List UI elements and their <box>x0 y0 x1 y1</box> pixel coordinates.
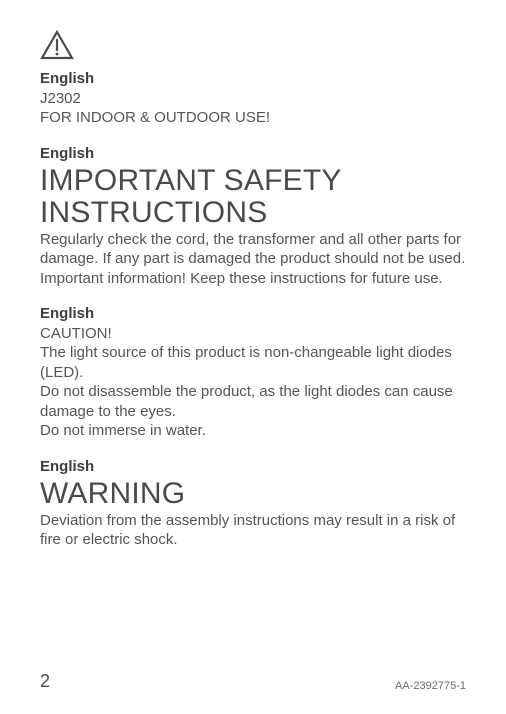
section-caution: English CAUTION! The light source of thi… <box>40 304 466 441</box>
caution-line-1: CAUTION! <box>40 324 466 344</box>
warning-icon <box>40 30 466 65</box>
safety-para-2: Important information! Keep these instru… <box>40 269 466 289</box>
warning-para-1: Deviation from the assembly instructions… <box>40 511 466 550</box>
section-warning: English WARNING Deviation from the assem… <box>40 457 466 550</box>
section-intro: English J2302 FOR INDOOR & OUTDOOR USE! <box>40 69 466 128</box>
model-line: J2302 <box>40 89 466 109</box>
safety-para-1: Regularly check the cord, the transforme… <box>40 230 466 269</box>
use-line: FOR INDOOR & OUTDOOR USE! <box>40 108 466 128</box>
doc-id: AA-2392775-1 <box>395 680 466 692</box>
heading-warning: WARNING <box>40 478 466 510</box>
heading-safety: IMPORTANT SAFETY INSTRUCTIONS <box>40 165 466 230</box>
page: English J2302 FOR INDOOR & OUTDOOR USE! … <box>0 0 506 714</box>
lang-label: English <box>40 144 466 164</box>
lang-label: English <box>40 457 466 477</box>
caution-line-4: Do not immerse in water. <box>40 421 466 441</box>
lang-label: English <box>40 69 466 89</box>
page-number: 2 <box>40 671 50 692</box>
caution-line-2: The light source of this product is non-… <box>40 343 466 382</box>
section-safety: English IMPORTANT SAFETY INSTRUCTIONS Re… <box>40 144 466 289</box>
footer: 2 AA-2392775-1 <box>0 671 506 692</box>
lang-label: English <box>40 304 466 324</box>
caution-line-3: Do not disassemble the product, as the l… <box>40 382 466 421</box>
